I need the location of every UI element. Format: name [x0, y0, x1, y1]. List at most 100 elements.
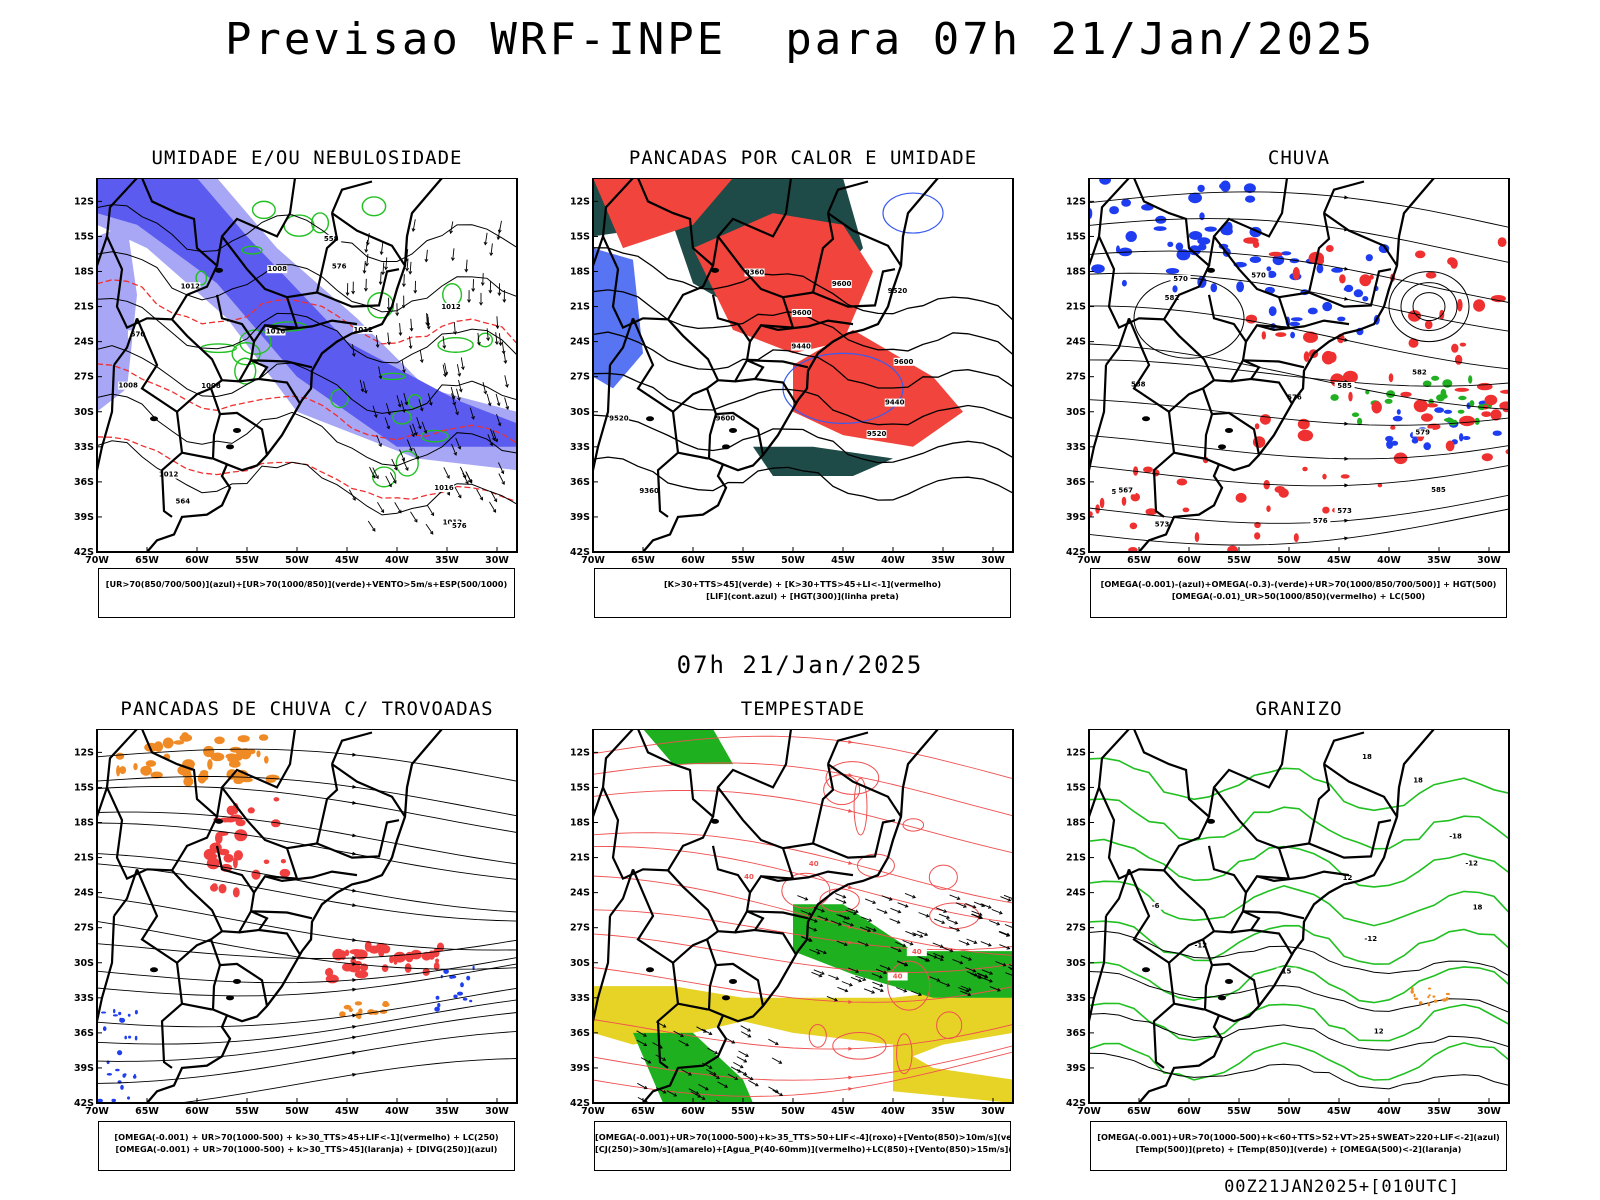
omega-red — [1348, 391, 1353, 402]
contour-label: 1008 — [118, 382, 138, 390]
border-line — [667, 294, 752, 383]
vector-arrow — [948, 926, 960, 932]
border-line — [181, 451, 213, 460]
vector-arrow — [363, 260, 366, 274]
omega-red — [1099, 497, 1105, 509]
temp850-contour — [1089, 1042, 1509, 1081]
omega-blue — [1188, 231, 1203, 240]
lon-tick-label: 40W — [881, 555, 905, 566]
map-frame — [592, 178, 1014, 553]
lat-tick-label: 36S — [74, 1028, 94, 1039]
lon-tick-label: 55W — [731, 1106, 755, 1117]
lat-tick-label: 24S — [1066, 888, 1086, 899]
streamline-850 — [593, 909, 1013, 951]
panel-title: TEMPESTADE — [740, 698, 866, 720]
vector-arrow — [673, 1030, 684, 1037]
streamline-250 — [97, 963, 517, 997]
lon-tick-label: 55W — [235, 1106, 259, 1117]
vector-arrow — [482, 381, 487, 394]
pw-contour — [936, 1011, 963, 1040]
streamline-arrowhead — [1344, 337, 1349, 342]
omega-blue — [1365, 254, 1373, 262]
hgt300-contour — [593, 331, 1013, 389]
vector-arrow — [817, 915, 828, 921]
contour-label: 15 — [1282, 968, 1292, 976]
omega-red — [1297, 429, 1314, 442]
vector-arrow — [427, 313, 429, 326]
vector-arrow — [495, 393, 500, 406]
lon-tick-label: 65W — [135, 1106, 159, 1117]
omega-blue — [1307, 307, 1318, 315]
streamline-arrowhead — [848, 773, 853, 777]
vector-arrow — [890, 946, 902, 952]
omega-red — [1450, 258, 1458, 269]
vector-arrow — [452, 248, 455, 261]
omega-red — [1425, 271, 1437, 279]
wind850-green — [643, 729, 733, 765]
vector-arrow — [365, 240, 368, 253]
border-line — [782, 212, 835, 299]
border-line — [707, 964, 724, 1017]
omega-red — [1322, 506, 1330, 514]
omega-red — [1459, 415, 1476, 427]
omega-blue — [1268, 306, 1277, 317]
map-frame — [96, 729, 518, 1104]
coastline — [146, 178, 447, 552]
streamline-850 — [593, 789, 1013, 854]
omega-red — [1424, 320, 1433, 330]
contour-label: -6 — [1152, 902, 1160, 910]
border-line — [1250, 377, 1293, 405]
lat-tick-label: 27S — [1066, 923, 1086, 934]
omega-red — [1454, 387, 1470, 392]
vector-arrow — [738, 1050, 749, 1057]
vector-arrow — [352, 344, 355, 357]
vector-arrow — [442, 364, 446, 377]
vector-arrow — [443, 467, 450, 479]
omega-red — [1451, 343, 1459, 353]
border-line — [258, 377, 301, 405]
vector-arrow — [881, 895, 893, 901]
vector-arrow — [845, 909, 857, 915]
omega-red — [1371, 401, 1382, 414]
pw-contour — [808, 1023, 827, 1048]
divg-blue — [127, 1096, 130, 1100]
storms-red — [211, 883, 218, 888]
temp850-contour — [1089, 838, 1509, 888]
omega-blue — [1165, 268, 1180, 274]
omega-red — [1278, 488, 1289, 498]
vector-arrow — [947, 919, 958, 925]
contour-label: 9520 — [609, 415, 629, 423]
border-line — [631, 868, 708, 965]
lake — [1225, 427, 1233, 433]
plot-area: -6 -12 -12 -18 18 18 15 18 12 12 -12 — [1089, 729, 1509, 1103]
humidity-green-contour — [371, 466, 397, 488]
omega-blue — [1243, 183, 1256, 194]
lat-tick-label: 39S — [570, 512, 590, 523]
temp500-contour — [1089, 1012, 1509, 1051]
lat-tick-label: 15S — [1066, 782, 1086, 793]
lon-tick-label: 50W — [781, 555, 805, 566]
vector-arrow — [876, 908, 888, 914]
lat-tick-label: 30S — [74, 407, 94, 418]
vector-arrow — [372, 467, 379, 479]
vector-arrow — [896, 987, 907, 993]
vector-arrow — [403, 274, 405, 287]
omega-green — [1330, 394, 1339, 401]
border-line — [1152, 411, 1176, 518]
vector-arrow — [848, 967, 859, 973]
vector-arrow — [496, 316, 499, 329]
omega-red — [1328, 351, 1337, 363]
storms-orange — [348, 1007, 353, 1013]
lat-tick-label: 42S — [74, 547, 94, 558]
lat-tick-label: 15S — [570, 782, 590, 793]
divg-blue — [434, 1006, 440, 1012]
lon-tick-label: 55W — [731, 555, 755, 566]
lon-tick-label: 35W — [435, 555, 459, 566]
divg-blue — [134, 1035, 138, 1041]
vector-arrow — [847, 907, 859, 913]
lat-tick-label: 18S — [74, 818, 94, 829]
storms-orange — [133, 763, 138, 771]
omega-blue — [1099, 178, 1111, 185]
omega-red — [1497, 237, 1507, 247]
contour-label: 588 — [1131, 380, 1146, 388]
